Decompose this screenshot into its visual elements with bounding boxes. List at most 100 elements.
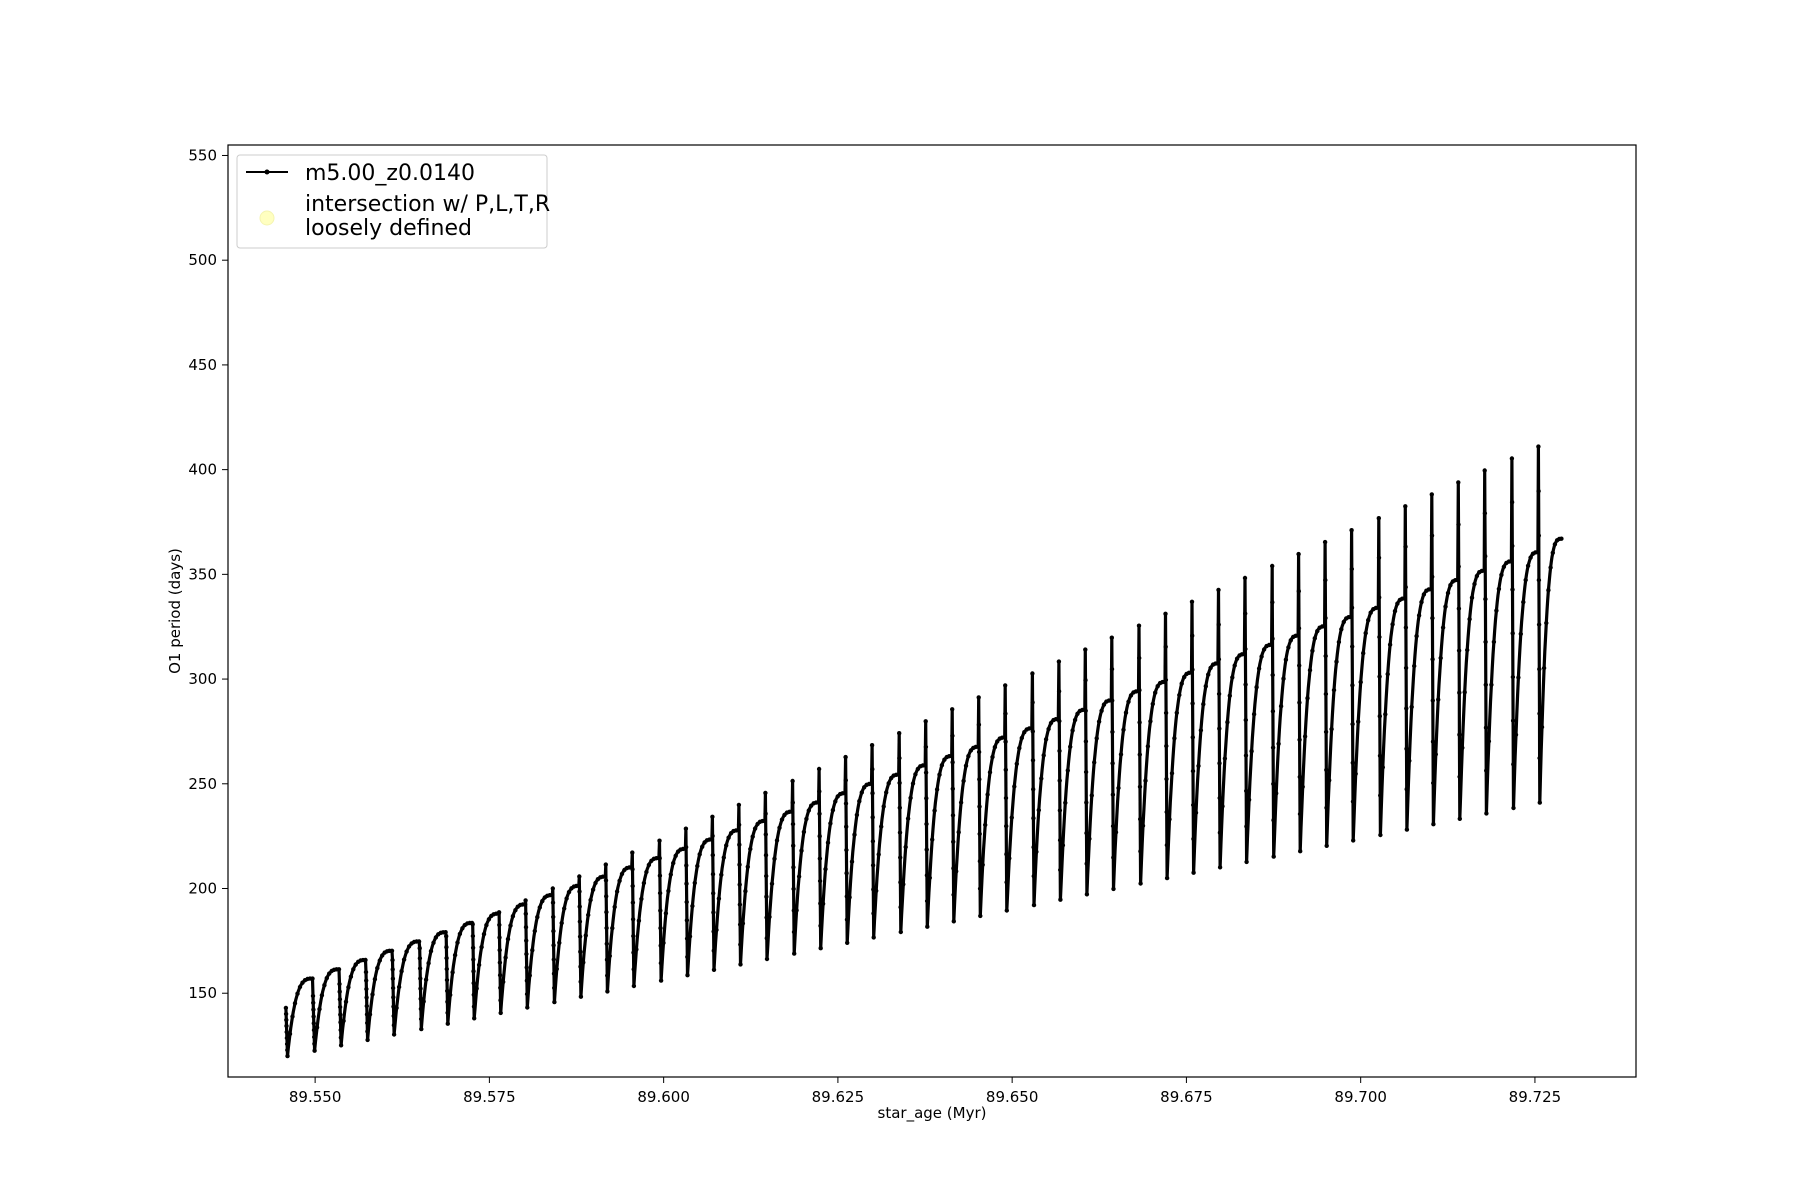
data-point (311, 1000, 316, 1005)
data-point (1056, 659, 1062, 664)
data-point (1083, 647, 1088, 652)
data-point (497, 935, 502, 940)
data-point (417, 956, 423, 961)
data-point (817, 856, 823, 861)
data-point (1003, 739, 1008, 744)
data-point (1217, 726, 1222, 731)
data-point (1002, 735, 1007, 740)
data-point (1243, 753, 1249, 758)
data-point (1377, 674, 1382, 679)
data-point (1244, 788, 1249, 794)
data-point (471, 980, 476, 986)
data-point (524, 938, 529, 943)
data-point (365, 1020, 370, 1026)
data-point (1153, 690, 1158, 695)
data-point (737, 882, 742, 887)
data-point (503, 955, 508, 960)
data-point (1511, 762, 1516, 767)
data-point (752, 826, 758, 831)
data-point (806, 808, 811, 813)
data-point (980, 862, 985, 867)
data-point (951, 919, 956, 924)
data-point (1429, 492, 1435, 497)
data-point (312, 1048, 317, 1053)
data-point (1288, 638, 1294, 643)
data-point (1243, 717, 1249, 723)
data-point (365, 1029, 370, 1034)
data-point (421, 999, 426, 1004)
data-point (1004, 908, 1009, 913)
data-point (1243, 682, 1248, 687)
data-point (932, 808, 937, 813)
y-tick-label: 350 (188, 565, 217, 583)
data-point (1138, 881, 1143, 886)
data-point (1274, 791, 1279, 796)
data-point (523, 898, 528, 903)
data-point (1363, 630, 1368, 636)
data-point (1164, 776, 1169, 782)
data-point (603, 874, 608, 879)
data-point (314, 1025, 320, 1030)
data-point (524, 991, 530, 997)
data-point (418, 1016, 424, 1022)
data-point (1483, 554, 1488, 559)
data-point (825, 840, 831, 845)
data-point (1003, 795, 1009, 801)
data-point (818, 946, 823, 951)
data-point (1430, 657, 1435, 662)
data-point (377, 958, 382, 963)
data-point (976, 722, 982, 727)
data-point (954, 869, 959, 874)
data-point (619, 871, 625, 877)
data-point (976, 695, 981, 700)
data-point (668, 872, 673, 877)
data-point (603, 878, 609, 883)
data-point (470, 945, 476, 950)
data-point (1429, 587, 1434, 592)
data-point (363, 969, 369, 975)
data-point (995, 739, 1000, 744)
data-point (1110, 823, 1116, 829)
data-point (1057, 718, 1062, 724)
data-point (1111, 855, 1116, 860)
x-tick-label: 89.575 (463, 1088, 516, 1106)
data-point (1297, 663, 1302, 668)
data-point (423, 977, 429, 982)
x-tick-label: 89.600 (637, 1088, 690, 1106)
data-point (1329, 726, 1334, 732)
data-point (1513, 732, 1519, 737)
data-point (1216, 587, 1221, 593)
data-point (923, 744, 929, 750)
data-point (1083, 678, 1088, 683)
data-point (1087, 836, 1092, 841)
data-point (683, 844, 689, 850)
data-point (338, 1043, 344, 1048)
data-point (1217, 795, 1222, 801)
data-point (1075, 711, 1080, 716)
data-point (559, 920, 564, 926)
data-point (1403, 625, 1409, 630)
data-point (1323, 653, 1328, 659)
data-point (685, 954, 690, 960)
data-point (1031, 787, 1036, 792)
data-point (537, 905, 542, 910)
data-point (367, 1012, 373, 1017)
data-point (590, 887, 596, 892)
data-point (1137, 720, 1142, 725)
data-point (486, 917, 492, 922)
data-point (605, 973, 610, 978)
data-point (1191, 870, 1196, 875)
data-point (1489, 682, 1494, 687)
data-point (658, 925, 663, 931)
data-point (498, 985, 503, 990)
data-point (445, 999, 450, 1004)
data-point (937, 772, 942, 777)
data-point (1137, 784, 1143, 789)
data-point (1331, 687, 1337, 693)
x-tick-label: 89.675 (1160, 1088, 1213, 1106)
data-point (311, 1021, 316, 1026)
data-point (1404, 706, 1409, 711)
data-point (1339, 627, 1344, 632)
data-point (1271, 818, 1276, 823)
data-point (1083, 708, 1088, 713)
